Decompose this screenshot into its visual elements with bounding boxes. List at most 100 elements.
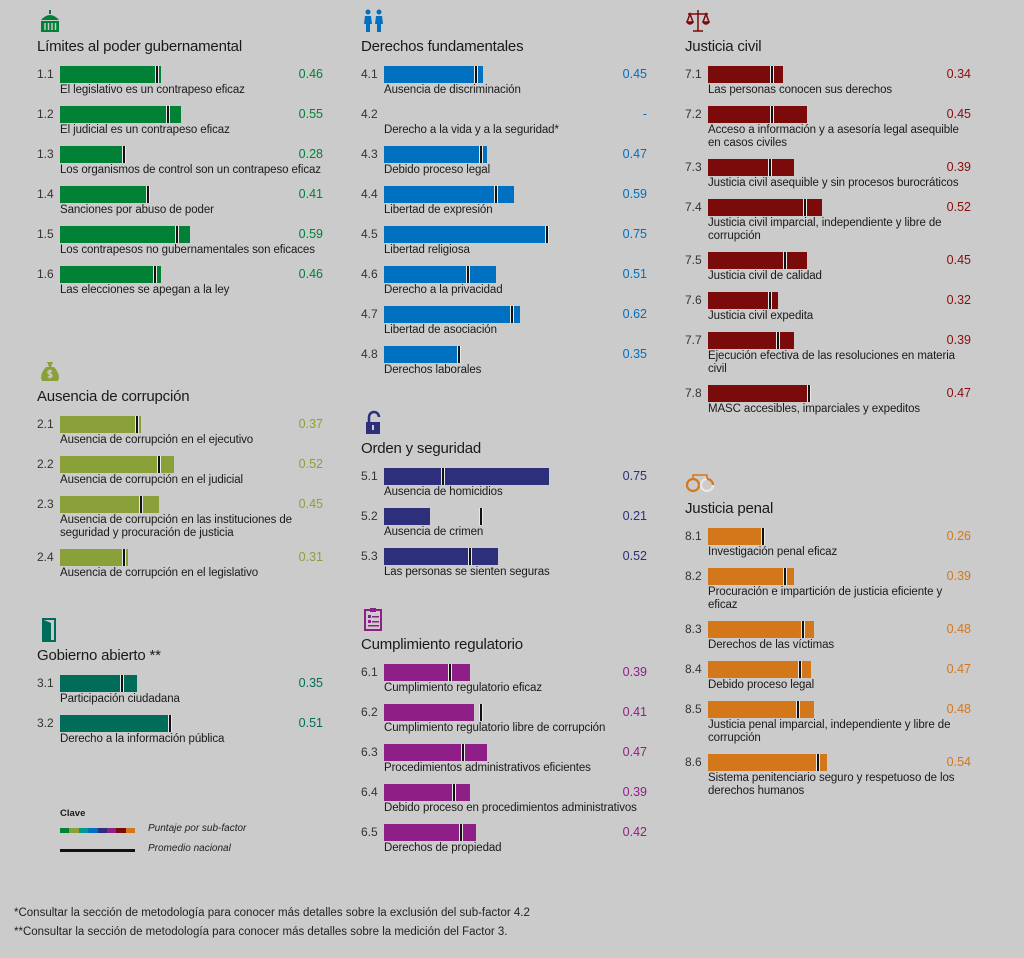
sub-factor-row: 3.1 0.35 Participación ciudadana [37, 675, 337, 706]
sub-factor-code: 1.2 [37, 107, 54, 121]
national-average-marker [783, 568, 787, 585]
sub-factor-label: Justicia civil de calidad [708, 270, 822, 282]
clipboard-icon [361, 606, 387, 632]
score-bar [60, 456, 175, 473]
national-average-marker [767, 159, 772, 176]
score-bar [60, 675, 137, 692]
bar-track [384, 146, 604, 163]
score-bar [708, 528, 766, 545]
score-value: 0.47 [946, 386, 971, 400]
sub-factor-label: Ejecución efectiva de las resoluciones e… [708, 350, 955, 375]
sub-factor-label: Los contrapesos no gubernamentales son e… [60, 244, 315, 256]
bar-track [60, 146, 280, 163]
sub-factor-code: 7.8 [685, 386, 702, 400]
score-value: 0.48 [946, 622, 971, 636]
national-average-marker [157, 456, 161, 473]
sub-factor-label: Ausencia de corrupción en el legislativo [60, 567, 259, 579]
score-value: 0.45 [946, 107, 971, 121]
sub-factor-label: Cumplimiento regulatorio eficaz [384, 682, 542, 694]
score-value: 0.39 [622, 785, 647, 799]
score-value: 0.31 [298, 550, 323, 564]
legend-score-label: Puntaje por sub-factor [148, 823, 247, 834]
sub-factor-label: Acceso a información y a asesoría legal … [708, 124, 959, 149]
bar-track [384, 226, 604, 243]
sub-factor-label: Ausencia de homicidios [384, 486, 503, 498]
sub-factor-row: 7.6 0.32 Justicia civil expedita [685, 292, 985, 323]
score-value: 0.37 [298, 417, 323, 431]
score-value: 0.51 [622, 267, 647, 281]
bar-track [384, 508, 604, 525]
money-bag-icon [37, 358, 63, 384]
score-value: 0.47 [622, 745, 647, 759]
sub-factor-list: 1.1 0.46 El legislativo es un contrapeso e… [37, 66, 337, 297]
factor-section-1: Límites al poder gubernamental 1.1 0.46 El … [37, 8, 337, 306]
legend-color-swatch [69, 828, 79, 833]
score-value: 0.41 [622, 705, 647, 719]
sub-factor-row: 4.7 0.62 Libertad de asociación [361, 306, 661, 337]
score-bar [60, 106, 181, 123]
score-value: 0.52 [622, 549, 647, 563]
sub-factor-row: 8.2 0.39 Procuración e impartición de just… [685, 568, 985, 612]
national-average-marker [478, 508, 483, 525]
bar-track [60, 416, 280, 433]
score-value: 0.62 [622, 307, 647, 321]
sub-factor-code: 3.1 [37, 676, 54, 690]
sub-factor-code: 8.6 [685, 755, 702, 769]
national-average-marker [154, 66, 159, 83]
people-icon [361, 8, 387, 34]
factor-section-2: Ausencia de corrupción 2.1 0.37 Ausencia de… [37, 358, 337, 589]
sub-factor-code: 7.7 [685, 333, 702, 347]
sub-factor-code: 7.1 [685, 67, 702, 81]
national-average-marker [769, 106, 774, 123]
score-value: 0.52 [946, 200, 971, 214]
national-average-marker [121, 146, 126, 163]
bar-track [60, 66, 280, 83]
bar-track [60, 496, 280, 513]
score-bar [384, 784, 470, 801]
sub-factor-row: 6.2 0.41 Cumplimiento regulatorio libre de… [361, 704, 661, 735]
score-bar [60, 715, 173, 732]
sub-factor-list: 3.1 0.35 Participación ciudadana 3.2 0.51 Der… [37, 675, 337, 746]
sub-factor-code: 8.2 [685, 569, 702, 583]
national-average-marker [168, 715, 172, 732]
sub-factor-code: 5.1 [361, 469, 378, 483]
sub-factor-label: Ausencia de corrupción en las institucio… [60, 514, 292, 539]
sub-factor-row: 1.3 0.28 Los organismos de control son un … [37, 146, 337, 177]
score-bar [60, 416, 142, 433]
score-value: 0.39 [946, 160, 971, 174]
score-bar [708, 292, 779, 309]
sub-factor-label: Ausencia de corrupción en el ejecutivo [60, 434, 254, 446]
sub-factor-row: 1.6 0.46 Las elecciones se apegan a la ley [37, 266, 337, 297]
sub-factor-list: 6.1 0.39 Cumplimiento regulatorio eficaz 6.… [361, 664, 661, 855]
sub-factor-label: Derechos de las víctimas [708, 639, 835, 651]
sub-factor-code: 7.2 [685, 107, 702, 121]
bar-track [708, 621, 928, 638]
score-bar [60, 186, 151, 203]
score-value: 0.46 [298, 267, 323, 281]
bar-track [708, 528, 928, 545]
factor-section-3: Gobierno abierto ** 3.1 0.35 Participación … [37, 617, 337, 755]
sub-factor-code: 4.6 [361, 267, 378, 281]
score-value: 0.47 [622, 147, 647, 161]
padlock-icon [361, 410, 387, 436]
score-value: 0.35 [622, 347, 647, 361]
bar-track [708, 106, 928, 123]
sub-factor-row: 8.4 0.47 Debido proceso legal [685, 661, 985, 692]
score-bar [384, 508, 431, 525]
national-average-marker [783, 252, 787, 269]
factor-title: Cumplimiento regulatorio [361, 636, 523, 653]
score-value: 0.48 [946, 702, 971, 716]
sub-factor-row: 3.2 0.51 Derecho a la información pública [37, 715, 337, 746]
sub-factor-row: 4.6 0.51 Derecho a la privacidad [361, 266, 661, 297]
sub-factor-row: 1.5 0.59 Los contrapesos no gubernamentale… [37, 226, 337, 257]
score-bar [708, 66, 783, 83]
sub-factor-label: Ausencia de crimen [384, 526, 484, 538]
sub-factor-row: 2.2 0.52 Ausencia de corrupción en el judi… [37, 456, 337, 487]
national-average-marker [816, 754, 820, 771]
sub-factor-code: 7.6 [685, 293, 702, 307]
national-average-marker [767, 292, 772, 309]
bar-track [708, 701, 928, 718]
score-value: 0.28 [298, 147, 323, 161]
sub-factor-row: 7.4 0.52 Justicia civil imparcial, indepen… [685, 199, 985, 243]
national-average-marker [135, 416, 139, 433]
